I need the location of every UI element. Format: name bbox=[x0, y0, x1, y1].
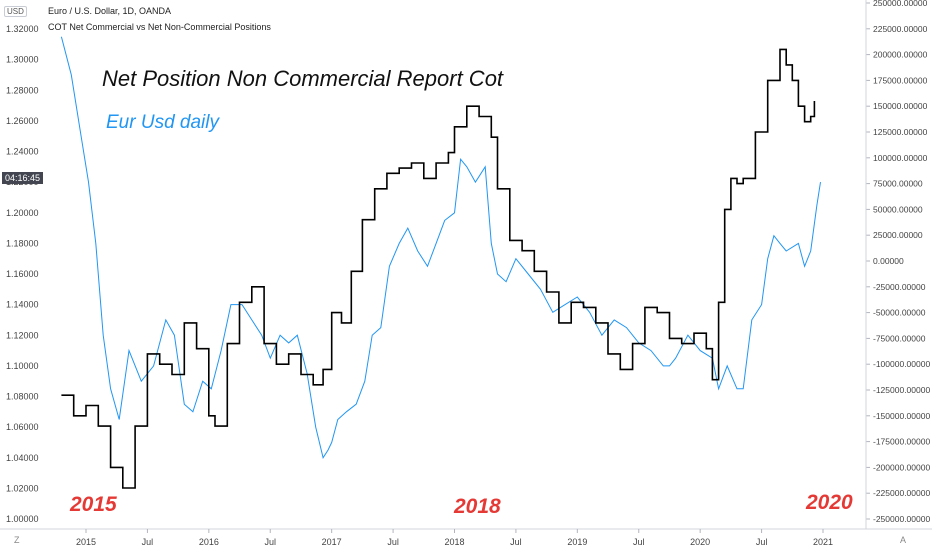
right-axis-tick-label: -200000.00000 bbox=[873, 462, 930, 472]
auto-scale-left-button[interactable]: Z bbox=[14, 535, 20, 545]
left-axis-tick-label: 1.02000 bbox=[6, 483, 39, 493]
symbol-legend[interactable]: Euro / U.S. Dollar, 1D, OANDA bbox=[48, 6, 172, 16]
time-axis-tick-label: Jul bbox=[510, 537, 522, 547]
left-axis-tick-label: 1.04000 bbox=[6, 453, 39, 463]
left-axis-tick-label: 1.28000 bbox=[6, 85, 39, 95]
left-axis-tick-label: 1.12000 bbox=[6, 330, 39, 340]
annotation-title: Net Position Non Commercial Report Cot bbox=[102, 66, 504, 91]
left-axis-tick-label: 1.26000 bbox=[6, 116, 39, 126]
right-axis-tick-label: 50000.00000 bbox=[873, 204, 923, 214]
time-axis-tick-label: 2019 bbox=[567, 537, 587, 547]
time-axis-tick-label: 2015 bbox=[76, 537, 96, 547]
right-axis-tick-label: 25000.00000 bbox=[873, 230, 923, 240]
right-axis-tick-label: 225000.00000 bbox=[873, 24, 928, 34]
annotation-subtitle: Eur Usd daily bbox=[106, 112, 219, 133]
left-axis-tick-label: 1.16000 bbox=[6, 269, 39, 279]
left-price-axis[interactable]: 1.320001.300001.280001.260001.240001.220… bbox=[6, 24, 39, 524]
right-axis-tick-label: -50000.00000 bbox=[873, 308, 926, 318]
time-axis-tick-label: Jul bbox=[633, 537, 645, 547]
right-axis-tick-label: 75000.00000 bbox=[873, 179, 923, 189]
time-axis-tick-label: Jul bbox=[142, 537, 154, 547]
cot-net-position-line bbox=[61, 48, 816, 489]
right-axis-tick-label: -75000.00000 bbox=[873, 333, 926, 343]
time-axis-tick-label: 2018 bbox=[444, 537, 464, 547]
left-axis-tick-label: 1.14000 bbox=[6, 300, 39, 310]
right-cot-axis[interactable]: 250000.00000 225000.00000 200000.00000 1750… bbox=[866, 0, 930, 524]
time-axis[interactable]: 2015 Jul 2016 Jul 2017 Jul 2018 Jul 2019 Jul 2020 J… bbox=[76, 529, 833, 547]
left-axis-tick-label: 1.08000 bbox=[6, 392, 39, 402]
right-axis-tick-label: 125000.00000 bbox=[873, 127, 928, 137]
annotation-year-2020: 2020 bbox=[806, 491, 853, 514]
right-axis-tick-label: 175000.00000 bbox=[873, 75, 928, 85]
right-axis-tick-label: -150000.00000 bbox=[873, 411, 930, 421]
time-axis-tick-label: Jul bbox=[756, 537, 768, 547]
right-axis-tick-label: -25000.00000 bbox=[873, 282, 926, 292]
right-axis-tick-label: 0.00000 bbox=[873, 256, 904, 266]
price-time-tag: 04:16:45 bbox=[2, 172, 44, 184]
left-axis-tick-label: 1.06000 bbox=[6, 422, 39, 432]
annotation-year-2015: 2015 bbox=[70, 493, 117, 516]
left-axis-tick-label: 1.20000 bbox=[6, 208, 39, 218]
left-axis-currency-badge[interactable]: USD bbox=[4, 6, 27, 17]
left-axis-tick-label: 1.32000 bbox=[6, 24, 39, 34]
eurusd-price-line bbox=[60, 36, 821, 459]
right-axis-tick-label: -225000.00000 bbox=[873, 488, 930, 498]
time-axis-tick-label: 2017 bbox=[322, 537, 342, 547]
right-axis-tick-label: -250000.00000 bbox=[873, 514, 930, 524]
left-axis-tick-label: 1.24000 bbox=[6, 147, 39, 157]
time-axis-tick-label: 2020 bbox=[690, 537, 710, 547]
left-axis-tick-label: 1.18000 bbox=[6, 238, 39, 248]
right-axis-tick-label: -100000.00000 bbox=[873, 359, 930, 369]
annotation-year-2018: 2018 bbox=[454, 495, 501, 518]
time-axis-tick-label: 2016 bbox=[199, 537, 219, 547]
auto-scale-right-button[interactable]: A bbox=[900, 535, 907, 545]
time-axis-tick-label: 2021 bbox=[813, 537, 833, 547]
indicator-legend[interactable]: COT Net Commercial vs Net Non-Commercial… bbox=[48, 22, 271, 32]
left-axis-tick-label: 1.00000 bbox=[6, 514, 39, 524]
right-axis-tick-label: -125000.00000 bbox=[873, 385, 930, 395]
time-axis-tick-label: Jul bbox=[264, 537, 276, 547]
left-axis-tick-label: 1.10000 bbox=[6, 361, 39, 371]
right-axis-tick-label: 250000.00000 bbox=[873, 0, 928, 8]
right-axis-tick-label: 100000.00000 bbox=[873, 153, 928, 163]
right-axis-tick-label: -175000.00000 bbox=[873, 437, 930, 447]
right-axis-tick-label: 200000.00000 bbox=[873, 50, 928, 60]
left-axis-tick-label: 1.30000 bbox=[6, 55, 39, 65]
time-axis-tick-label: Jul bbox=[387, 537, 399, 547]
right-axis-tick-label: 150000.00000 bbox=[873, 101, 928, 111]
